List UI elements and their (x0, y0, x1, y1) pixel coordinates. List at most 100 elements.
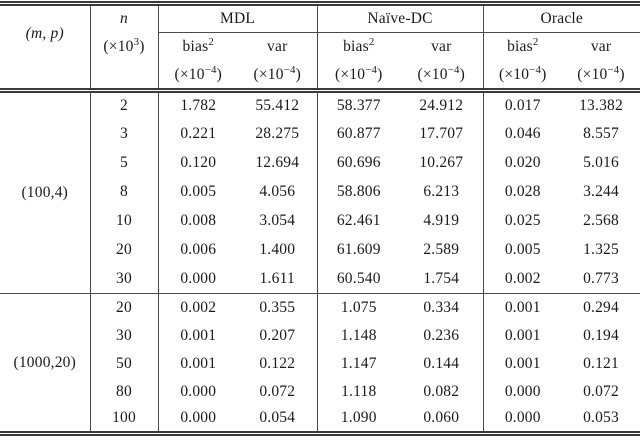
mdl-var-value: 1.611 (238, 264, 318, 294)
ndc-bias-value: 1.148 (340, 326, 377, 344)
n-value: 10 (90, 206, 159, 236)
ndc-bias-value: 60.540 (336, 269, 381, 287)
oracle-var-value: 0.053 (583, 409, 619, 427)
mdl-var-value: 0.207 (238, 321, 318, 350)
table-row: 10 0.008 3.054 62.461 4.919 0.025 2.568 (0, 206, 640, 236)
oracle-bias-value: 0.001 (504, 326, 541, 344)
ndc-var-value: 2.589 (400, 235, 484, 265)
ndc-bias-value: 1.090 (340, 409, 377, 427)
n-value: 50 (90, 349, 159, 378)
oracle-var-value: 8.557 (583, 125, 619, 142)
oracle-var-value: 13.382 (579, 97, 623, 115)
group-label: (100,4) (0, 90, 91, 294)
oracle-bias-value: 0.001 (504, 354, 541, 372)
oracle-bias-value: 0.017 (504, 97, 541, 115)
ndc-var-value: 6.213 (400, 177, 484, 207)
n-value: 8 (90, 177, 159, 207)
header-mp: (m, p) (0, 3, 91, 62)
ndc-var-value: 0.060 (400, 405, 484, 434)
mdl-var-value: 0.122 (238, 349, 318, 378)
ndc-var-value: 4.919 (400, 206, 484, 236)
n-unit-exponent: 3 (133, 35, 140, 48)
ndc-var-value: 1.754 (400, 264, 484, 294)
group-label: (1000,20) (0, 293, 91, 434)
mdl-var-value: 0.355 (238, 293, 318, 322)
table-row: 5 0.120 12.694 60.696 10.267 0.020 5.016 (0, 148, 640, 178)
header-group-mdl: MDL (158, 3, 318, 33)
mdl-bias-value: 0.005 (180, 183, 217, 200)
oracle-bias-value: 0.000 (504, 409, 541, 427)
ndc-bias-value: 1.118 (341, 382, 377, 400)
mdl-var-value: 1.400 (238, 235, 318, 265)
n-value: 80 (90, 377, 159, 406)
n-unit-prefix: (×10 (103, 38, 134, 55)
mdl-bias-value: 0.120 (180, 154, 217, 171)
ndc-bias-value: 58.377 (336, 97, 381, 115)
header-ndc-bias: bias2 (343, 36, 375, 56)
table-row: 30 0.000 1.611 60.540 1.754 0.002 0.773 (0, 264, 640, 294)
oracle-bias-value: 0.025 (504, 212, 541, 229)
mdl-bias-value: 0.000 (180, 409, 217, 427)
mdl-bias-value: 0.000 (180, 269, 217, 287)
mdl-bias-value: 1.782 (180, 97, 217, 115)
unit-ndc-var: (×10−4) (400, 61, 484, 93)
unit-oracle-bias: (×10−4) (483, 61, 563, 93)
header-mdl-bias: bias2 (182, 36, 214, 56)
header-group-naive-dc: Naïve-DC (317, 3, 484, 33)
n-value: 30 (90, 264, 159, 294)
header-n-unit: (×103) (90, 32, 159, 62)
n-value: 5 (90, 148, 159, 178)
oracle-bias-value: 0.028 (504, 183, 541, 200)
oracle-bias-value: 0.046 (504, 125, 541, 142)
table-row: 3 0.221 28.275 60.877 17.707 0.046 8.557 (0, 119, 640, 149)
unit-mdl-bias: (×10−4) (158, 61, 238, 93)
table-row: 8 0.005 4.056 58.806 6.213 0.028 3.244 (0, 177, 640, 207)
group-100-4: (100,4) 2 1.782 55.412 58.377 24.912 0.0… (0, 90, 640, 294)
ndc-var-value: 17.707 (400, 119, 484, 149)
ndc-bias-value: 60.877 (336, 125, 381, 142)
table-row: (100,4) 2 1.782 55.412 58.377 24.912 0.0… (0, 90, 640, 294)
n-value: 20 (90, 235, 159, 265)
oracle-var-value: 0.294 (562, 293, 640, 322)
mdl-bias-value: 0.006 (180, 241, 217, 258)
mdl-var-value: 28.275 (238, 119, 318, 149)
ndc-bias-value: 1.075 (317, 293, 401, 322)
n-value: 100 (90, 405, 159, 434)
ndc-bias-value: 61.609 (336, 241, 381, 258)
oracle-var-value: 3.244 (583, 183, 619, 200)
header-n: n (90, 3, 159, 33)
oracle-bias-value: 0.000 (504, 382, 541, 400)
header-empty-cell (90, 61, 159, 93)
oracle-var-value: 0.773 (583, 269, 619, 287)
table-row: 30 0.001 0.207 1.148 0.236 0.001 0.194 (0, 321, 640, 350)
table-row: 50 0.001 0.122 1.147 0.144 0.001 0.121 (0, 349, 640, 378)
oracle-var-value: 0.121 (583, 354, 619, 372)
ndc-var-value: 0.144 (400, 349, 484, 378)
oracle-var-value: 2.568 (583, 212, 619, 229)
oracle-bias-value: 0.005 (504, 241, 541, 258)
mdl-var-value: 55.412 (238, 90, 318, 120)
header-oracle-var: var (590, 38, 612, 56)
unit-ndc-bias: (×10−4) (317, 61, 401, 93)
results-table: (m, p) n MDL Naïve-DC Oracle (×103) bias… (0, 1, 640, 436)
mdl-bias-value: 0.002 (158, 293, 238, 322)
table-row: (1000,20) 20 0.002 0.355 1.075 0.334 0.0… (0, 293, 640, 434)
ndc-bias-value: 1.147 (340, 354, 377, 372)
n-value: 2 (90, 90, 159, 120)
header-oracle-bias: bias2 (507, 36, 539, 56)
ndc-var-value: 0.334 (400, 293, 484, 322)
oracle-bias-value: 0.002 (504, 269, 541, 287)
table-row: 100 0.000 0.054 1.090 0.060 0.000 0.053 (0, 405, 640, 434)
mdl-bias-value: 0.000 (180, 382, 217, 400)
mdl-bias-value: 0.008 (180, 212, 217, 229)
mdl-bias-value: 0.001 (180, 354, 217, 372)
ndc-var-value: 0.082 (400, 377, 484, 406)
mdl-var-value: 12.694 (238, 148, 318, 178)
n-value: 20 (90, 293, 159, 322)
group-1000-20: (1000,20) 20 0.002 0.355 1.075 0.334 0.0… (0, 293, 640, 434)
n-unit-suffix: ) (139, 38, 145, 55)
oracle-var-value: 0.072 (583, 382, 619, 400)
oracle-var-value: 0.194 (583, 326, 619, 344)
unit-mdl-var: (×10−4) (238, 61, 318, 93)
table-row: 80 0.000 0.072 1.118 0.082 0.000 0.072 (0, 377, 640, 406)
